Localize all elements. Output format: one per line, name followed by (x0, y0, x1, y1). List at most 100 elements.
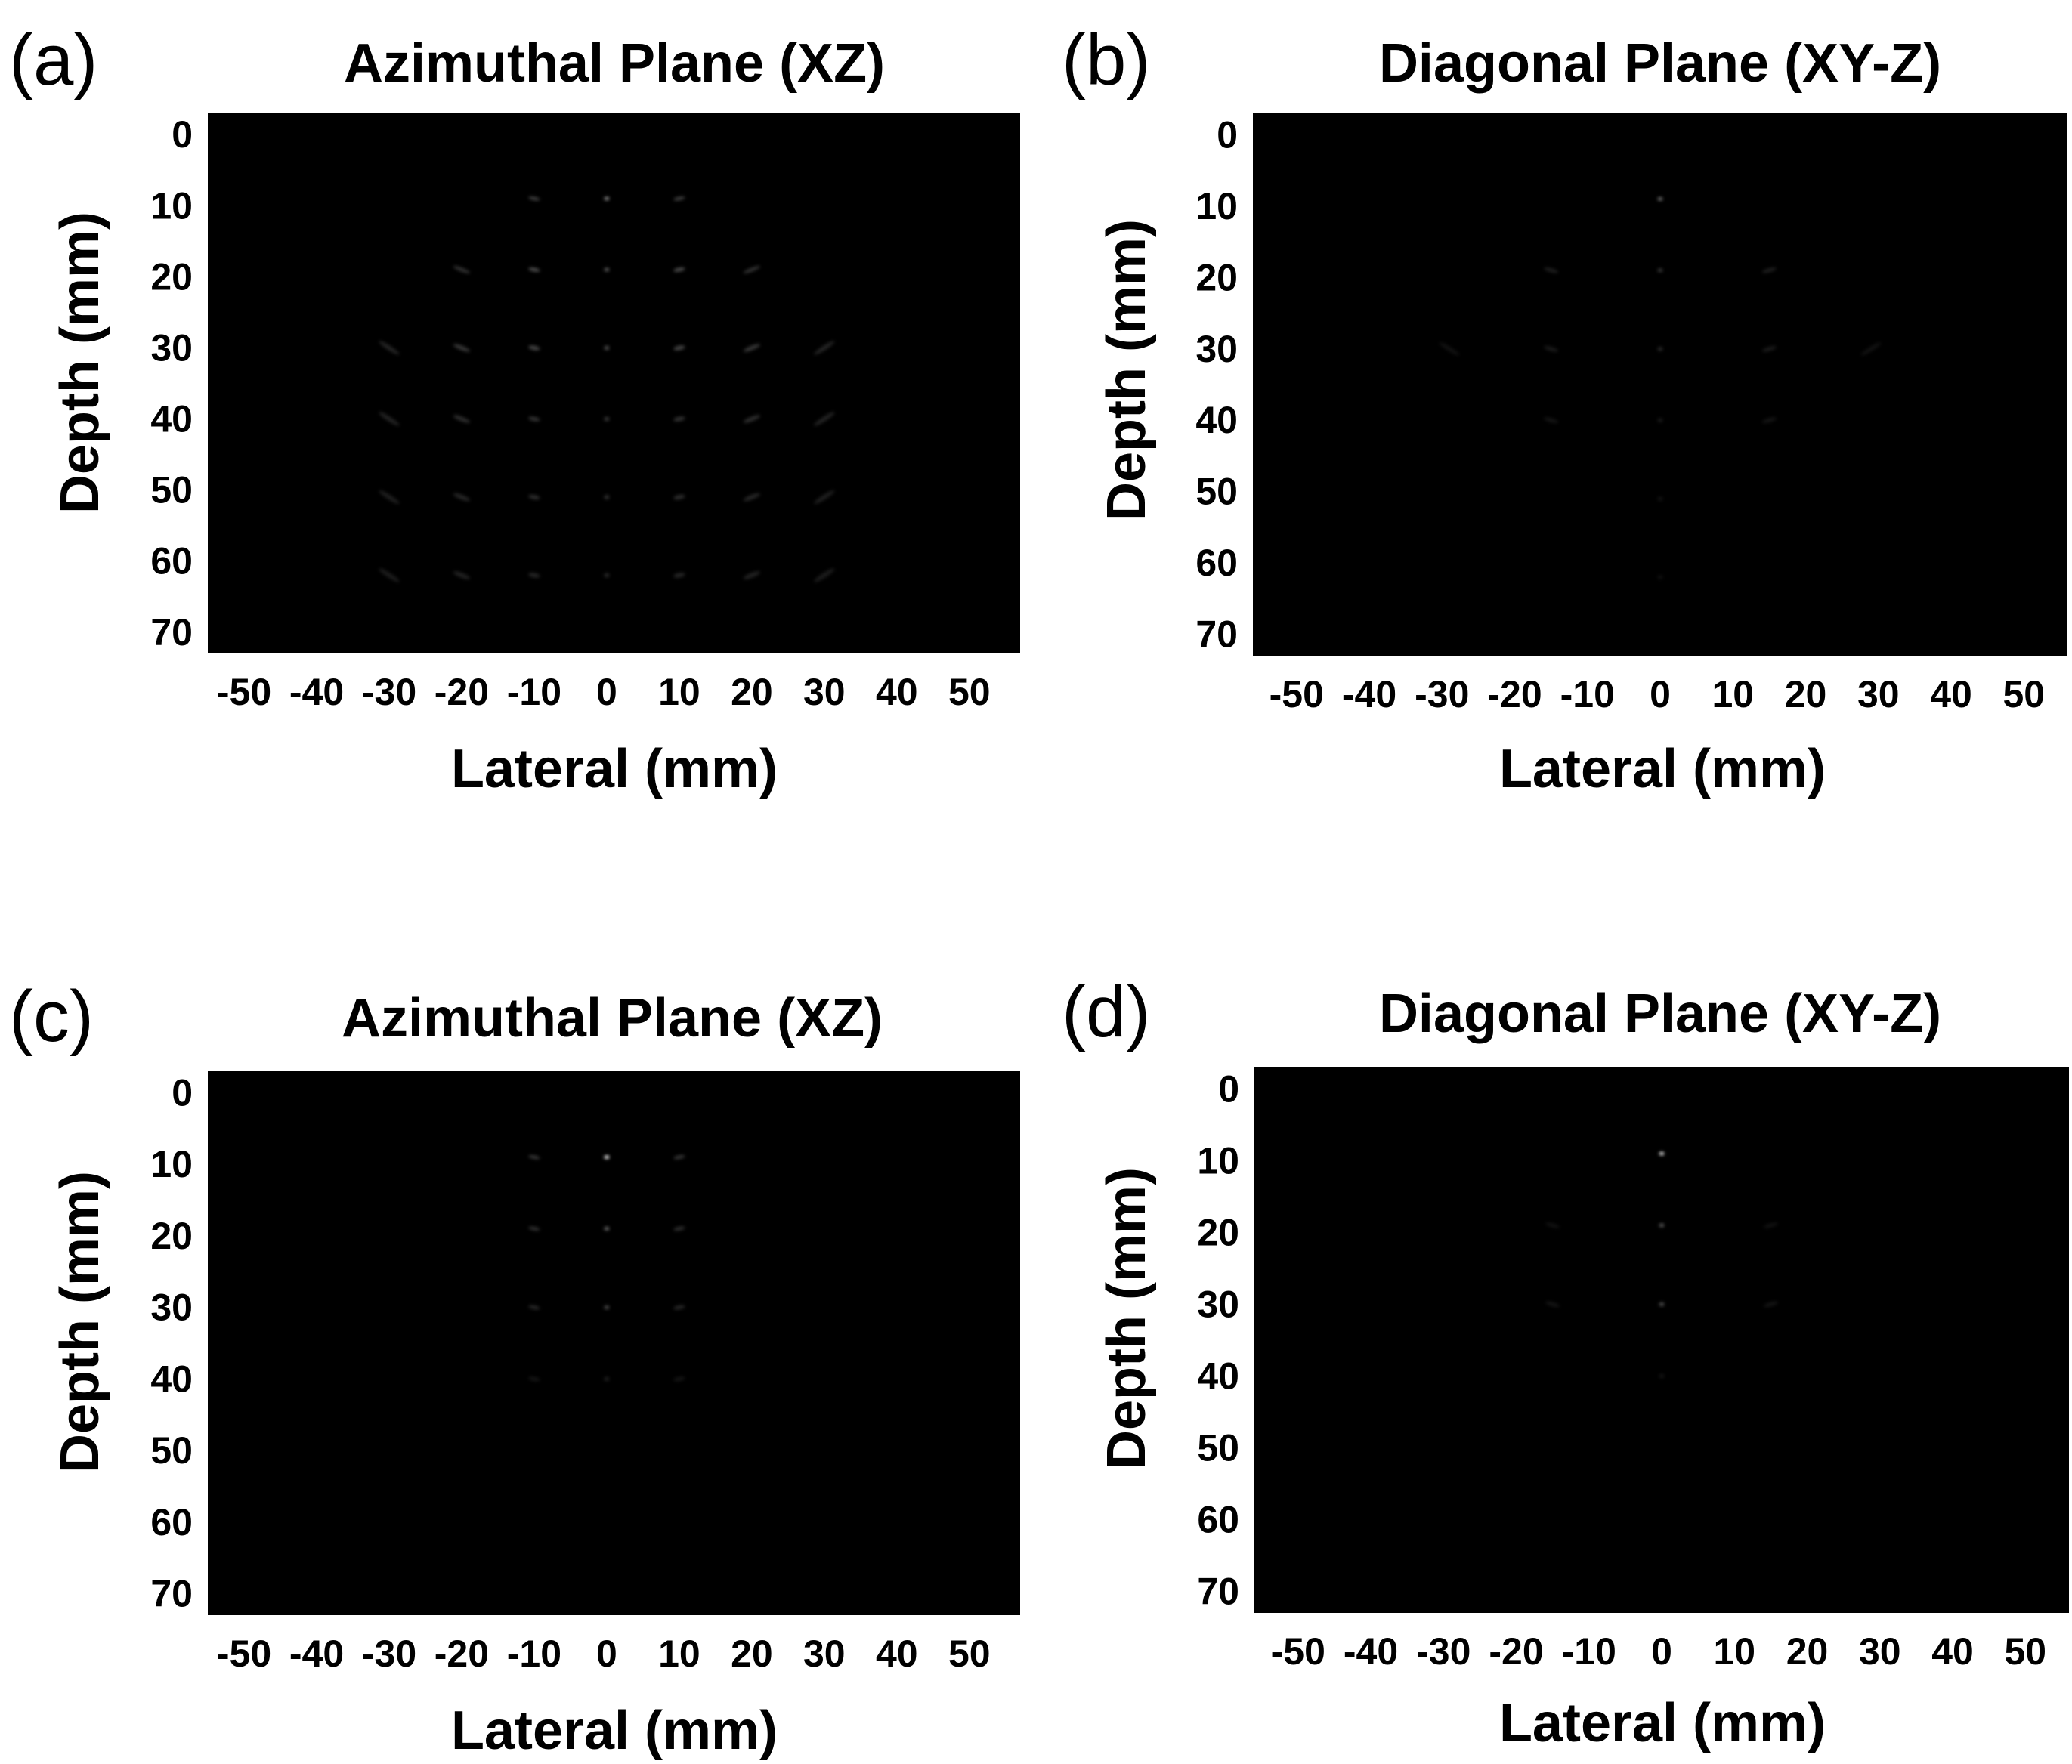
y-axis-label: Depth (mm) (50, 1171, 110, 1473)
x-tick-label: 30 (803, 1633, 846, 1675)
y-tick-label: 10 (1195, 185, 1238, 227)
data-point (1545, 1301, 1560, 1308)
data-point (528, 196, 540, 201)
y-tick-label: 0 (172, 1071, 193, 1114)
x-tick-label: 20 (1785, 673, 1827, 715)
x-tick-label: -10 (1562, 1630, 1616, 1673)
data-point (1659, 1223, 1665, 1228)
data-point (453, 493, 470, 502)
x-tick-labels: -50 -40 -30 -20 -10 0 10 20 30 40 50 (1271, 1630, 2046, 1673)
data-point (1544, 345, 1559, 352)
x-tick-label: 20 (731, 1633, 773, 1675)
data-point (528, 416, 540, 422)
y-tick-labels: 0 10 20 30 40 50 60 70 (150, 1071, 193, 1614)
x-tick-label: 20 (731, 671, 773, 713)
x-axis-label: Lateral (mm) (451, 739, 778, 799)
data-point (743, 265, 760, 274)
data-point (814, 412, 835, 426)
data-point (453, 265, 470, 274)
y-tick-label: 50 (1197, 1427, 1239, 1469)
data-point (673, 573, 685, 578)
data-point (1657, 347, 1663, 351)
x-tick-label: 10 (1713, 1630, 1755, 1673)
x-tick-label: -20 (435, 1633, 489, 1675)
y-tick-labels: 0 10 20 30 40 50 60 70 (150, 113, 193, 653)
x-axis-label: Lateral (mm) (1499, 1693, 1826, 1753)
y-tick-label: 30 (150, 327, 193, 369)
x-tick-labels: -50 -40 -30 -20 -10 0 10 20 30 40 50 (1269, 673, 2045, 715)
x-tick-label: -20 (1487, 673, 1542, 715)
data-points (1545, 1151, 1778, 1379)
data-point (528, 1305, 540, 1310)
y-tick-label: 20 (150, 1215, 193, 1257)
data-point (453, 415, 470, 423)
y-tick-label: 40 (1195, 399, 1238, 441)
data-point (673, 345, 685, 351)
panel-d: (d) Diagonal Plane (XY-Z) -50 -40 -30 -20 -1… (1062, 972, 2069, 1753)
data-point (528, 345, 540, 351)
y-tick-label: 70 (1195, 613, 1238, 656)
data-point (379, 568, 400, 582)
data-point (1860, 342, 1882, 356)
data-point (1544, 267, 1559, 273)
x-tick-label: -50 (217, 1633, 271, 1675)
y-tick-label: 70 (150, 1573, 193, 1615)
y-tick-label: 30 (1195, 328, 1238, 370)
x-tick-label: -50 (1271, 1630, 1325, 1673)
data-point (379, 490, 400, 505)
data-points (528, 1155, 685, 1382)
y-tick-label: 50 (150, 1429, 193, 1472)
data-point (1657, 418, 1663, 422)
data-point (604, 573, 610, 578)
plot-title: Diagonal Plane (XY-Z) (1379, 33, 1941, 94)
plot-area (1253, 113, 2067, 656)
x-tick-label: -30 (362, 1633, 416, 1675)
x-tick-label: -10 (507, 671, 561, 713)
data-points (1439, 197, 1882, 580)
y-tick-label: 0 (172, 113, 193, 156)
data-point (453, 571, 470, 579)
data-point (528, 1376, 540, 1382)
x-tick-label: 30 (803, 671, 846, 713)
y-tick-label: 70 (1197, 1571, 1239, 1613)
data-point (604, 1305, 610, 1310)
x-tick-label: 40 (876, 671, 918, 713)
data-point (528, 267, 540, 272)
y-tick-labels: 0 10 20 30 40 50 60 70 (1195, 113, 1238, 655)
data-point (1657, 197, 1663, 201)
data-points (379, 196, 835, 582)
data-point (1544, 417, 1559, 424)
data-point (1657, 268, 1663, 273)
y-tick-label: 0 (1217, 113, 1238, 156)
panel-a: (a) Azimuthal Plane (XZ) -50 -40 -30 -20 -10… (9, 20, 1020, 799)
x-tick-label: 10 (658, 1633, 700, 1675)
plot-area (208, 113, 1020, 653)
x-tick-label: 0 (1650, 673, 1671, 715)
data-point (673, 494, 685, 500)
data-point (604, 416, 610, 422)
y-tick-label: 70 (150, 611, 193, 653)
y-tick-label: 0 (1218, 1068, 1239, 1111)
y-tick-label: 40 (1197, 1355, 1239, 1398)
x-tick-label: 40 (1930, 673, 1972, 715)
data-point (1545, 1222, 1560, 1228)
data-point (673, 416, 685, 422)
data-point (604, 495, 610, 499)
x-tick-label: 50 (948, 1633, 991, 1675)
data-point (673, 1376, 685, 1382)
y-axis-label: Depth (mm) (1096, 1167, 1157, 1469)
data-point (814, 568, 835, 582)
data-point (673, 196, 685, 201)
y-tick-label: 60 (150, 1501, 193, 1543)
y-tick-label: 10 (150, 184, 193, 227)
data-point (528, 1155, 540, 1160)
plot-title: Azimuthal Plane (XZ) (342, 988, 883, 1049)
y-tick-label: 60 (1195, 542, 1238, 584)
plot-title: Diagonal Plane (XY-Z) (1379, 984, 1941, 1044)
x-tick-label: -10 (507, 1633, 561, 1675)
x-tick-label: 20 (1786, 1630, 1829, 1673)
plot-area (208, 1071, 1020, 1615)
x-tick-label: -20 (435, 671, 489, 713)
x-axis-label: Lateral (mm) (1499, 739, 1826, 799)
